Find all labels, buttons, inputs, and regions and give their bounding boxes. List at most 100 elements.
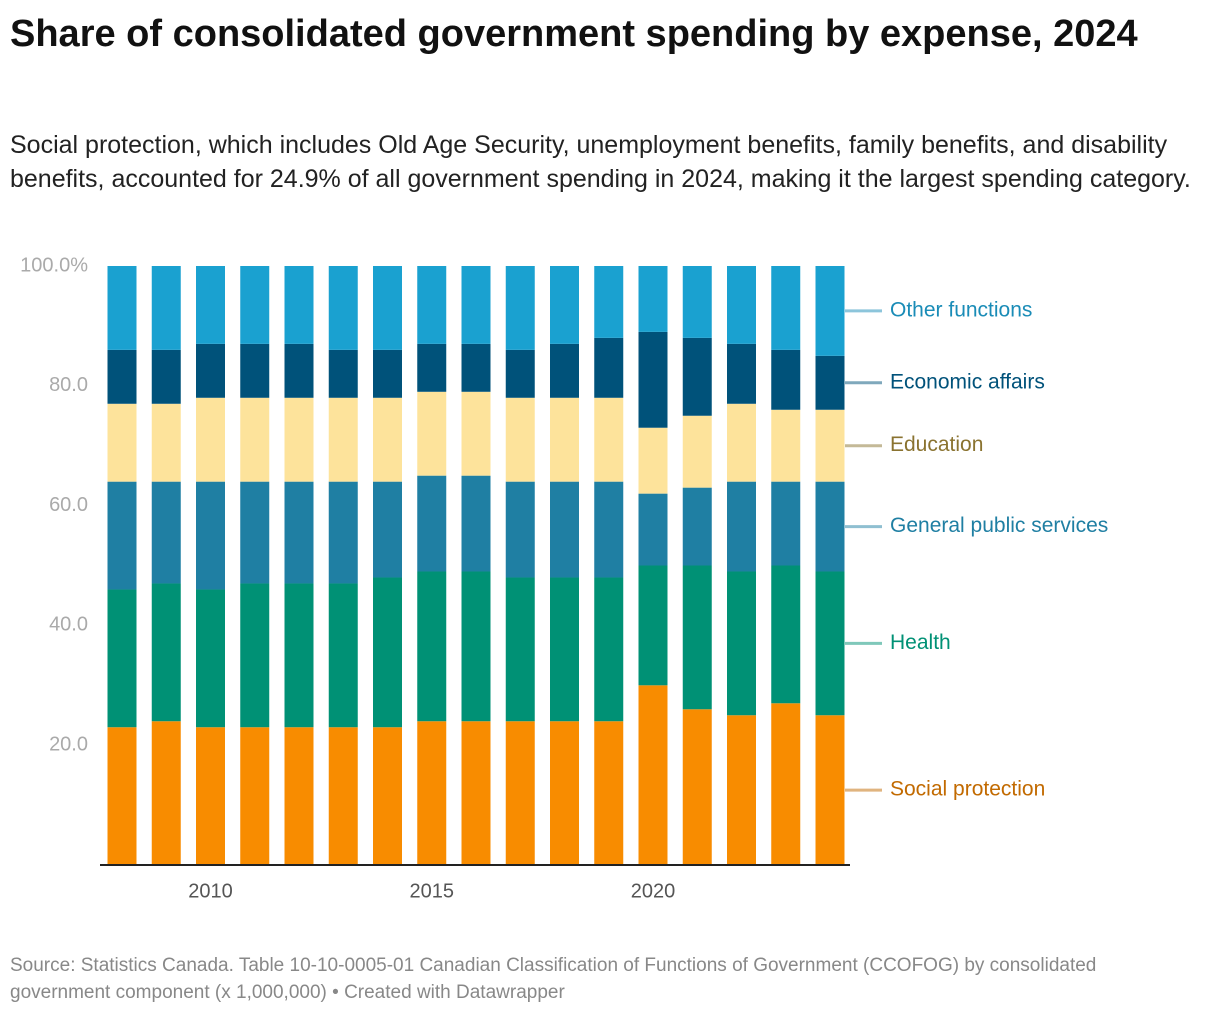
bar-segment xyxy=(151,481,181,584)
bar-segment xyxy=(373,577,402,728)
bar-segment xyxy=(815,355,845,410)
bar-segment xyxy=(240,343,270,398)
bar-segment xyxy=(107,349,137,404)
bar-segment xyxy=(196,481,225,590)
bar-segment xyxy=(284,266,314,344)
legend-label: Education xyxy=(890,433,983,456)
bar-segment xyxy=(240,266,270,344)
bar-segment xyxy=(151,583,181,722)
bar-segment xyxy=(196,727,225,865)
bar-segment xyxy=(328,727,358,865)
bar-segment xyxy=(550,577,579,722)
bar-segment xyxy=(771,266,801,350)
bar-segment xyxy=(771,703,801,865)
bar-segment xyxy=(594,337,624,398)
bar-segment xyxy=(594,266,624,338)
bar-segment xyxy=(151,403,181,482)
bar-segment xyxy=(151,266,181,350)
bar-segment xyxy=(461,571,491,722)
bar-segment xyxy=(505,481,535,578)
bar-segment xyxy=(550,266,579,344)
bar-segment xyxy=(505,266,535,350)
bar-segment xyxy=(373,397,402,482)
bar-segment xyxy=(373,349,402,398)
bar-segment xyxy=(505,349,535,398)
bar-segment xyxy=(328,397,358,482)
source-note: Source: Statistics Canada. Table 10-10-0… xyxy=(10,955,1097,1003)
bar-segment xyxy=(373,727,402,865)
bar-segment xyxy=(815,571,845,716)
y-tick-label: 100.0% xyxy=(20,254,88,276)
bar-segment xyxy=(638,565,668,686)
x-tick-label: 2020 xyxy=(631,880,676,902)
bar-segment xyxy=(240,397,270,482)
bar-segment xyxy=(328,583,358,728)
bar-segment xyxy=(815,481,845,572)
bar-segment xyxy=(240,727,270,865)
bar-segment xyxy=(107,266,137,350)
chart: 20.0 40.0 60.0 80.0 100.0% 2010 2015 2020 Social… xyxy=(20,254,1108,902)
bar-segment xyxy=(373,266,402,350)
chart-title: Share of consolidated government spendin… xyxy=(10,13,1138,55)
legend-label: Economic affairs xyxy=(890,370,1045,393)
legend-label: Health xyxy=(890,631,951,654)
bar-segment xyxy=(771,409,801,482)
y-tick-label: 20.0 xyxy=(49,733,88,755)
legend-label: General public services xyxy=(890,514,1108,537)
bar-segment xyxy=(107,481,137,590)
bar-segment xyxy=(682,337,712,416)
bar-segment xyxy=(638,266,668,332)
bar-segment xyxy=(284,397,314,482)
bar-segment xyxy=(505,397,535,482)
bar-segment xyxy=(196,266,225,344)
bar-segment xyxy=(196,343,225,398)
bar-segment xyxy=(505,721,535,865)
bar-segment xyxy=(638,331,668,428)
bar-segment xyxy=(461,343,491,392)
bar-segment xyxy=(151,721,181,865)
bar-segment xyxy=(594,481,624,578)
bar-segment xyxy=(461,266,491,344)
bar-segment xyxy=(107,589,137,728)
legend-label: Other functions xyxy=(890,298,1032,321)
bar-segment xyxy=(682,565,712,710)
bar-segment xyxy=(638,685,668,865)
bar-segment xyxy=(727,715,756,865)
x-tick-label: 2010 xyxy=(188,880,233,902)
bar-segment xyxy=(461,721,491,865)
bar-segment xyxy=(682,487,712,566)
bar-segment xyxy=(328,266,358,350)
bar-segment xyxy=(196,397,225,482)
bar-segment xyxy=(550,343,579,398)
bar-segment xyxy=(417,721,447,865)
bar-segment xyxy=(240,481,270,584)
bar-segment xyxy=(727,343,756,404)
bar-segment xyxy=(417,266,447,344)
bar-segment xyxy=(196,589,225,728)
bar-segment xyxy=(284,343,314,398)
chart-subtitle: Social protection, which includes Old Ag… xyxy=(10,131,1191,193)
bar-segment xyxy=(505,577,535,722)
bar-segment xyxy=(328,349,358,398)
bar-segment xyxy=(815,715,845,865)
bar-segment xyxy=(771,481,801,566)
bar-segment xyxy=(638,493,668,566)
bar-segment xyxy=(417,571,447,722)
bar-segment xyxy=(727,403,756,482)
bar-segment xyxy=(107,403,137,482)
bar-segment xyxy=(815,409,845,482)
y-tick-label: 60.0 xyxy=(49,494,88,516)
bar-segment xyxy=(550,397,579,482)
y-tick-label: 80.0 xyxy=(49,374,88,396)
bar-segment xyxy=(594,577,624,722)
bar-segment xyxy=(771,565,801,704)
bar-segment xyxy=(417,391,447,476)
legend-label: Social protection xyxy=(890,778,1045,801)
bar-segment xyxy=(461,475,491,572)
bar-segment xyxy=(284,727,314,865)
bar-segment xyxy=(373,481,402,578)
x-tick-label: 2015 xyxy=(410,880,455,902)
bar-segment xyxy=(284,481,314,584)
bar-segment xyxy=(461,391,491,476)
bar-segment xyxy=(727,481,756,572)
